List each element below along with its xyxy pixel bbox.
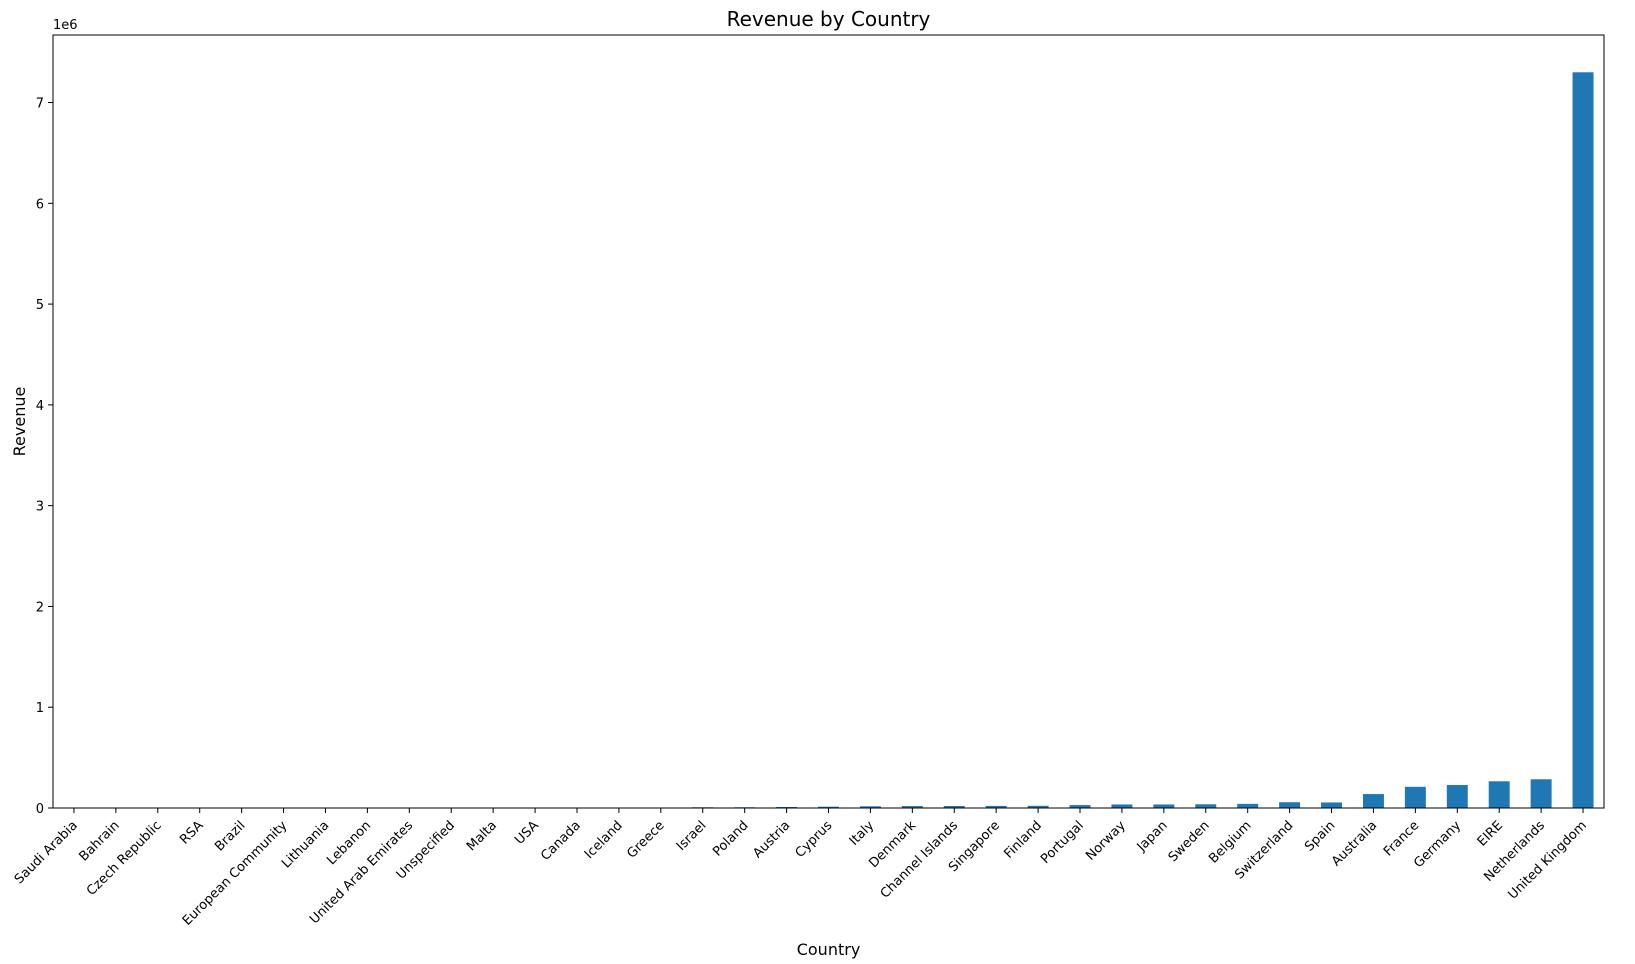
x-tick-label: Saudi Arabia: [12, 818, 81, 887]
x-tick-label: United Kingdom: [1505, 818, 1589, 902]
chart-title: Revenue by Country: [727, 7, 931, 31]
bar-germany: [1446, 785, 1468, 808]
x-tick-label: Austria: [750, 818, 793, 861]
x-tick-label: Sweden: [1166, 818, 1213, 865]
bar-australia: [1362, 794, 1384, 808]
x-tick-label: Poland: [710, 818, 751, 859]
x-tick-label: Canada: [538, 818, 584, 864]
bar-switzerland: [1279, 802, 1301, 808]
x-tick-label: EIRE: [1475, 818, 1506, 849]
y-ticks-group: 0 1 2 3 4 5 6 7: [36, 97, 53, 817]
x-tick-label: Italy: [847, 818, 878, 849]
bar-norway: [1111, 804, 1133, 808]
bar-finland: [1027, 805, 1049, 808]
y-tick-label: 3: [36, 500, 44, 515]
bar-denmark: [901, 806, 923, 808]
x-tick-label: Portugal: [1038, 818, 1087, 867]
x-tick-label: Cyprus: [793, 818, 836, 861]
x-tick-label: Spain: [1302, 818, 1338, 854]
bar-italy: [859, 806, 881, 808]
bar-belgium: [1237, 803, 1259, 808]
x-tick-label: USA: [512, 818, 542, 848]
x-tick-label: Channel Islands: [878, 818, 962, 902]
x-axis-title: Country: [797, 940, 861, 959]
x-tick-label: Czech Republic: [84, 818, 165, 899]
y-tick-label: 2: [36, 600, 44, 615]
y-tick-label: 4: [36, 399, 44, 414]
bar-spain: [1321, 802, 1343, 808]
bar-eire: [1488, 781, 1510, 808]
x-tick-label: Norway: [1083, 818, 1129, 864]
bar-france: [1404, 786, 1426, 808]
plot-frame: [52, 34, 1605, 809]
x-tick-label: Greece: [624, 818, 667, 861]
y-tick-label: 5: [36, 298, 44, 313]
bars-group: [63, 72, 1594, 809]
bar-cyprus: [818, 806, 839, 808]
bar-austria: [776, 806, 798, 808]
x-tick-label: Israel: [674, 818, 710, 854]
bar-portugal: [1069, 805, 1091, 808]
y-tick-label: 1: [36, 701, 44, 716]
bar-channel-islands: [943, 805, 965, 808]
x-tick-label: RSA: [177, 818, 206, 847]
y-tick-label: 7: [36, 97, 44, 112]
y-axis-offset-label: 1e6: [53, 18, 78, 33]
bar-singapore: [985, 805, 1007, 808]
x-tick-label: Malta: [464, 818, 500, 854]
x-tick-label: Brazil: [212, 818, 248, 854]
x-tick-label: Australia: [1329, 818, 1380, 869]
y-tick-label: 0: [36, 802, 44, 817]
x-tick-label: Japan: [1134, 818, 1171, 855]
x-tick-label: Iceland: [582, 818, 626, 862]
bar-sweden: [1195, 804, 1217, 808]
bar-united-kingdom: [1572, 72, 1594, 809]
y-tick-label: 6: [36, 197, 44, 212]
bar-japan: [1153, 804, 1175, 808]
x-tick-label: France: [1381, 818, 1422, 859]
bar-netherlands: [1530, 779, 1552, 808]
y-axis-title: Revenue: [10, 387, 29, 457]
